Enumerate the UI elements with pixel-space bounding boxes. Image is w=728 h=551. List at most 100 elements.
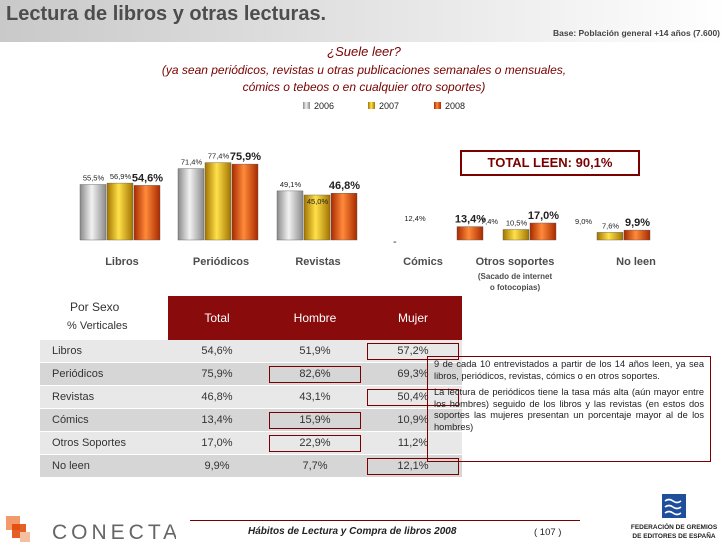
cell-mujer: 11,2% — [364, 431, 462, 455]
question-subtitle-1: (ya sean periódicos, revistas u otras pu… — [161, 63, 567, 77]
row-label: No leen — [40, 454, 168, 478]
cell-hombre: 82,6% — [266, 362, 364, 386]
bar-Revistas-2007 — [303, 194, 331, 241]
cell-mujer: 50,4% — [364, 385, 462, 409]
question-subtitle-2: cómics o tebeos o en cualquier otro sopo… — [242, 80, 486, 94]
cell-hombre: 43,1% — [266, 385, 364, 409]
bar-Otros soportes-2007 — [502, 229, 530, 241]
row-label: Cómics — [40, 408, 168, 432]
column-header-hombre: Hombre — [266, 296, 364, 340]
cell-total: 13,4% — [168, 408, 266, 432]
bar-Revistas-2008 — [330, 192, 358, 241]
fgee-logo: FEDERACIÓN DE GREMIOS DE EDITORES DE ESP… — [620, 492, 728, 546]
table-corner: Por Sexo % Verticales — [40, 296, 168, 340]
dash-marker: - — [393, 236, 397, 248]
row-label: Revistas — [40, 385, 168, 409]
table-row: Cómics 13,4% 15,9% 10,9% — [40, 408, 462, 432]
category-label-0: Libros — [105, 256, 139, 268]
question-title: ¿Suele leer? — [327, 44, 401, 59]
logo-square-3 — [20, 532, 30, 542]
note-paragraph-2: La lectura de periódicos tiene la tasa m… — [434, 387, 704, 432]
bar-Libros-2006 — [79, 184, 107, 241]
bar-No leen-2008 — [623, 229, 651, 241]
legend-label-2007: 2007 — [379, 101, 399, 111]
bar-Cómics-2008 — [456, 226, 484, 241]
bar-Periódicos-2007 — [204, 162, 232, 241]
data-label-No leen-2008: 9,9% — [625, 217, 650, 229]
data-label-No leen-2007: 7,6% — [602, 221, 619, 230]
legend-label-2006: 2006 — [314, 101, 334, 111]
fgee-wave-icon — [664, 498, 682, 516]
conecta-logo-mark: CONECTA — [6, 516, 177, 544]
table-row: Revistas 46,8% 43,1% 50,4% — [40, 385, 462, 409]
row-label: Otros Soportes — [40, 431, 168, 455]
fgee-logo-line-1: FEDERACIÓN DE GREMIOS — [630, 524, 718, 531]
cell-total: 46,8% — [168, 385, 266, 409]
cell-mujer: 12,1% — [364, 454, 462, 478]
bar-Otros soportes-2008 — [529, 222, 557, 241]
data-label-Otros soportes-2006: 7,4% — [481, 217, 498, 226]
gender-table: Por Sexo % Verticales Total Hombre Mujer… — [40, 296, 462, 478]
cell-hombre: 22,9% — [266, 431, 364, 455]
fgee-logo-mark — [662, 494, 686, 518]
table-title: Por Sexo — [70, 300, 120, 314]
conecta-logo: CONECTA — [6, 510, 177, 551]
cell-hombre: 51,9% — [266, 340, 364, 363]
bar-Libros-2008 — [133, 185, 161, 241]
total-readers-badge: TOTAL LEEN: 90,1% — [460, 150, 640, 176]
fgee-logo-line-2: DE EDITORES DE ESPAÑA — [632, 533, 716, 540]
category-sublabel-4-1: o fotocopias) — [490, 283, 541, 292]
cell-total: 75,9% — [168, 362, 266, 386]
table-row: Otros Soportes 17,0% 22,9% 11,2% — [40, 431, 462, 455]
category-label-4: Otros soportes — [476, 256, 555, 268]
legend-swatch-2007 — [368, 102, 375, 109]
data-label-Revistas-2007: 45,0% — [307, 197, 329, 206]
data-label-Libros-2006: 55,5% — [83, 174, 105, 183]
table-row: Libros 54,6% 51,9% 57,2% — [40, 340, 462, 363]
data-label-Otros soportes-2008: 17,0% — [528, 210, 559, 222]
reading-bar-chart: 2006 2007 2008 55,5% 56,9% 54,6% 71,4% 77,4% 75,… — [79, 101, 656, 292]
extra-label-comics: 12,4% — [404, 214, 426, 223]
footer-title: Hábitos de Lectura y Compra de libros 20… — [248, 526, 457, 537]
bar-Libros-2007 — [106, 182, 134, 241]
legend-label-2008: 2008 — [445, 101, 465, 111]
page-title: Lectura de libros y otras lecturas. — [6, 3, 327, 25]
conecta-logo-text: CONECTA — [52, 521, 176, 544]
cell-total: 54,6% — [168, 340, 266, 363]
data-label-Periódicos-2006: 71,4% — [181, 158, 203, 167]
base-note: Base: Población general +14 años (7.600) — [553, 28, 720, 38]
bar-Revistas-2006 — [276, 190, 304, 241]
table-row: No leen 9,9% 7,7% 12,1% — [40, 454, 462, 478]
footer-divider — [190, 520, 580, 521]
bar-No leen-2007 — [596, 232, 624, 241]
data-label-Libros-2007: 56,9% — [110, 172, 132, 181]
category-label-1: Periódicos — [193, 256, 249, 268]
row-label: Periódicos — [40, 362, 168, 386]
data-label-Otros soportes-2007: 10,5% — [506, 219, 528, 228]
note-paragraph-1: 9 de cada 10 entrevistados a partir de l… — [434, 359, 704, 381]
category-label-3: Cómics — [403, 256, 443, 268]
column-header-total: Total — [168, 296, 266, 340]
page-number: ( 107 ) — [534, 527, 562, 538]
table-row: Periódicos 75,9% 82,6% 69,3% — [40, 362, 462, 386]
data-label-Periódicos-2008: 75,9% — [230, 151, 261, 163]
cell-mujer: 57,2% — [364, 340, 462, 363]
column-header-mujer: Mujer — [364, 296, 462, 340]
data-label-Cómics-2008: 13,4% — [455, 214, 486, 226]
cell-total: 9,9% — [168, 454, 266, 478]
header-bar — [0, 0, 728, 42]
data-label-Revistas-2008: 46,8% — [329, 180, 360, 192]
cell-total: 17,0% — [168, 431, 266, 455]
conclusions-box: 9 de cada 10 entrevistados a partir de l… — [427, 356, 711, 462]
category-sublabel-4-0: (Sacado de internet — [478, 272, 553, 281]
data-label-No leen-2006: 9,0% — [575, 217, 592, 226]
row-label: Libros — [40, 340, 168, 363]
category-label-5: No leen — [616, 256, 656, 268]
cell-mujer: 10,9% — [364, 408, 462, 432]
cell-mujer: 69,3% — [364, 362, 462, 386]
data-label-Revistas-2006: 49,1% — [280, 180, 302, 189]
bar-Periódicos-2006 — [177, 168, 205, 241]
bar-Periódicos-2008 — [231, 163, 259, 241]
table-subtitle: % Verticales — [67, 320, 128, 332]
legend-swatch-2006 — [303, 102, 310, 109]
